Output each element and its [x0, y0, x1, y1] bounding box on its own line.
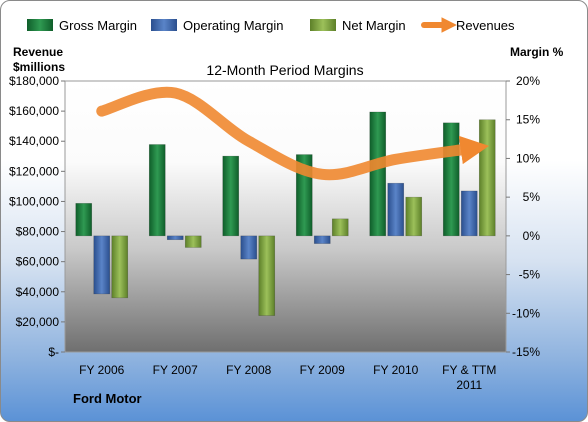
net-margin-bar — [111, 235, 129, 299]
x-tick-label: FY 2009 — [300, 363, 345, 377]
gross-margin-bar — [442, 122, 460, 237]
x-tick-label: FY 2010 — [373, 363, 418, 377]
right-tick-label: 20% — [516, 74, 540, 88]
gross-margin-bar — [75, 203, 93, 237]
operating-margin-bar — [93, 235, 111, 295]
gross-margin-bar — [222, 155, 240, 237]
x-tick-label: FY 2007 — [153, 363, 198, 377]
left-tick-label: $120,000 — [9, 164, 59, 178]
left-tick-label: $100,000 — [9, 194, 59, 208]
left-tick-label: $180,000 — [9, 74, 59, 88]
left-tick-label: $- — [48, 345, 59, 359]
x-tick-label: FY & TTM 2011 — [442, 363, 496, 392]
legend-net-margin-swatch — [310, 19, 336, 31]
net-margin-bar — [331, 218, 349, 237]
legend-revenues-label: Revenues — [456, 18, 515, 33]
right-tick-label: -10% — [512, 306, 540, 320]
right-tick-label: 10% — [516, 151, 540, 165]
gross-margin-bar — [369, 111, 387, 237]
legend-gross-margin-label: Gross Margin — [59, 18, 137, 33]
left-tick-label: $80,000 — [16, 225, 60, 239]
right-tick-label: 5% — [523, 190, 541, 204]
gross-margin-bar — [148, 144, 166, 237]
revenues-line — [96, 86, 490, 181]
legend-operating-margin-label: Operating Margin — [183, 18, 283, 33]
operating-margin-bar — [240, 235, 258, 260]
operating-margin-bar — [460, 190, 478, 237]
plot-area — [64, 80, 507, 353]
legend-gross-margin-swatch — [27, 19, 53, 31]
right-tick-label: 15% — [516, 113, 540, 127]
net-margin-bar — [478, 119, 496, 237]
chart-title: 12-Month Period Margins — [206, 62, 363, 78]
right-tick-label: 0% — [523, 229, 541, 243]
operating-margin-bar — [387, 182, 405, 237]
left-axis-title: Revenue $millions — [13, 45, 65, 74]
x-tick-label: FY 2008 — [226, 363, 271, 377]
right-tick-label: -5% — [519, 268, 541, 282]
company-label: Ford Motor — [73, 391, 142, 406]
net-margin-bar — [405, 196, 423, 237]
net-margin-bar — [184, 235, 202, 248]
left-tick-label: $160,000 — [9, 104, 59, 118]
legend-net-margin-label: Net Margin — [342, 18, 406, 33]
net-margin-bar — [258, 235, 276, 316]
left-tick-label: $20,000 — [16, 315, 60, 329]
legend-operating-margin-swatch — [151, 19, 177, 31]
right-axis-title: Margin % — [510, 45, 564, 59]
operating-margin-bar — [313, 235, 331, 244]
left-tick-label: $140,000 — [9, 134, 59, 148]
right-tick-label: -15% — [512, 345, 540, 359]
x-tick-label: FY 2006 — [79, 363, 124, 377]
left-tick-label: $40,000 — [16, 285, 60, 299]
operating-margin-bar — [166, 235, 184, 241]
left-tick-label: $60,000 — [16, 255, 60, 269]
